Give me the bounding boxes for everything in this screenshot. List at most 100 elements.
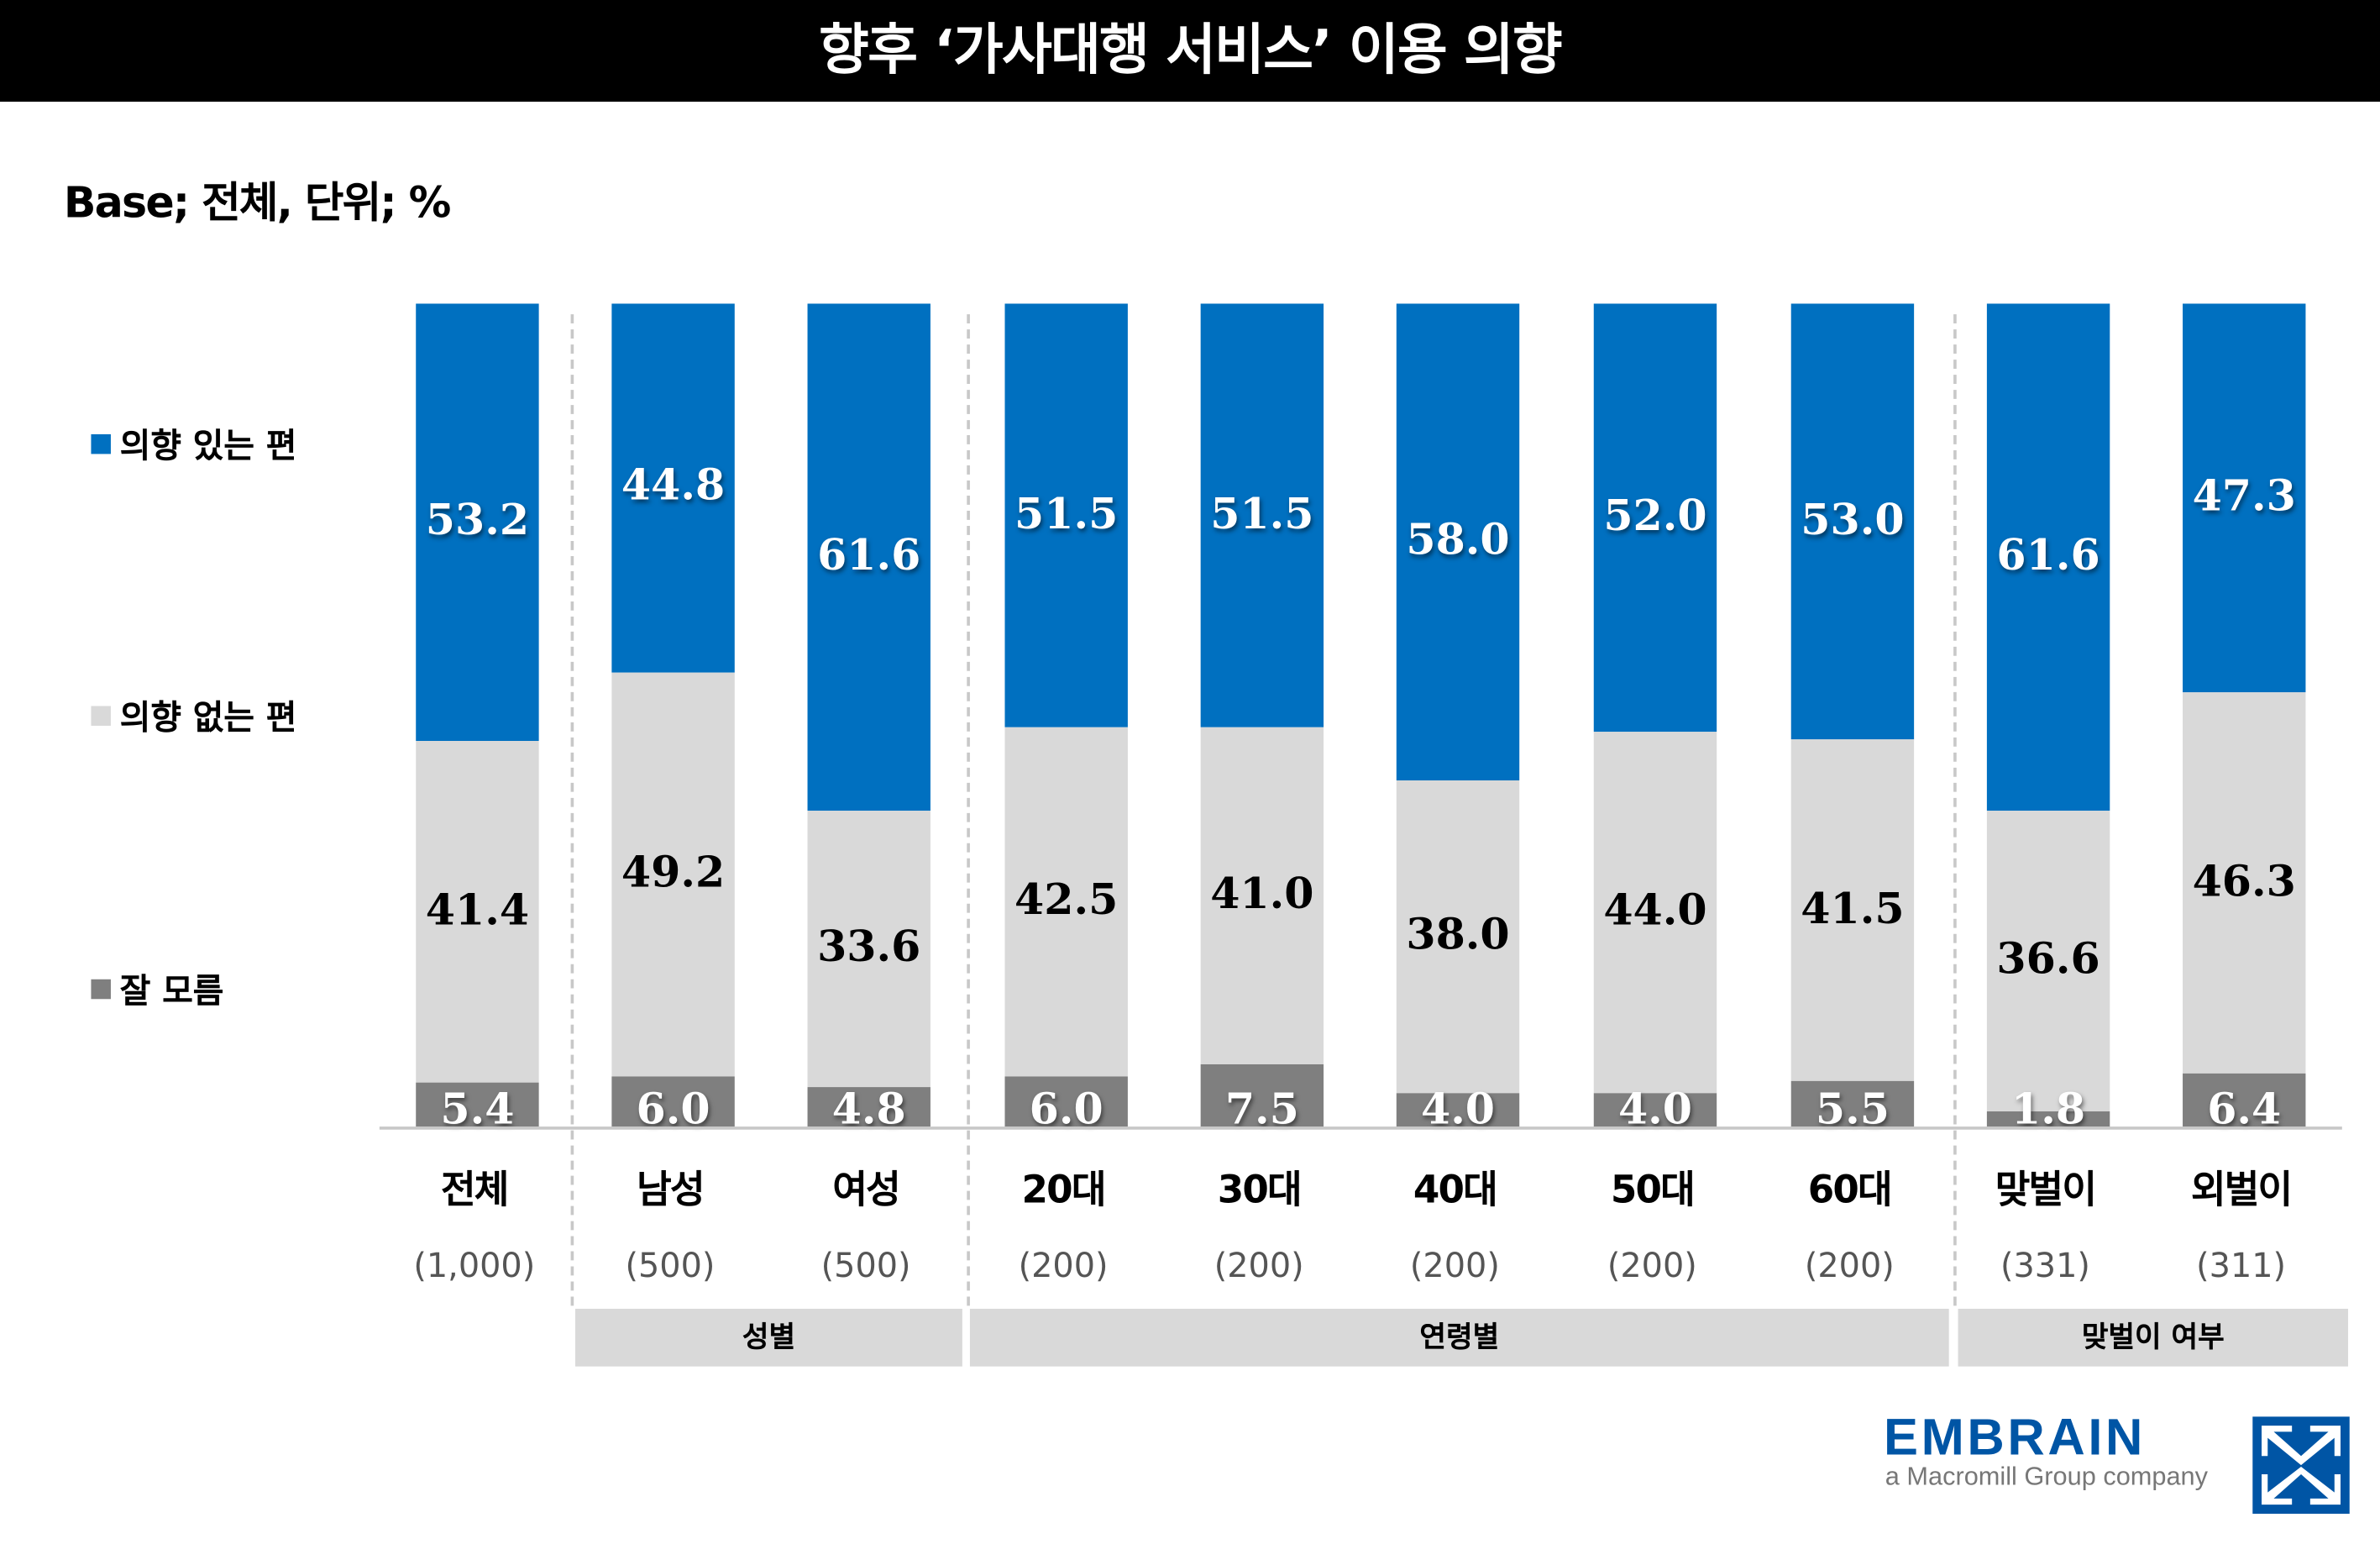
legend-label: 의향 없는 편	[119, 700, 297, 738]
data-label-no-intend: 41.4	[425, 884, 530, 935]
bar-segment-dont-know	[1790, 1081, 1915, 1127]
bar-segment-no-intend	[416, 741, 539, 1083]
embrain-logo-icon	[2252, 1416, 2350, 1514]
sample-count-label: (1,000)	[413, 1247, 536, 1286]
group-label-gender: 성별	[575, 1308, 962, 1367]
category-label: 60대	[1807, 1167, 1893, 1212]
data-label-dont-know: 4.8	[831, 1084, 906, 1135]
category-label: 전체	[441, 1167, 509, 1212]
data-label-intend: 52.0	[1603, 490, 1707, 541]
legend-label: 의향 있는 편	[119, 428, 297, 466]
data-label-dont-know: 4.0	[1420, 1084, 1496, 1135]
bar-segment-intend	[1004, 303, 1128, 727]
data-label-dont-know: 1.8	[2011, 1084, 2086, 1135]
base-note: Base; 전체, 단위; %	[63, 177, 451, 228]
bar-segment-dont-know	[807, 1087, 931, 1127]
sample-count-label: (200)	[1018, 1247, 1109, 1286]
sample-count-label: (500)	[820, 1247, 911, 1286]
bar-segment-dont-know	[416, 1082, 539, 1127]
legend-item-dont-know: 잘 모름	[91, 964, 223, 1013]
bar-segment-dont-know	[1200, 1064, 1324, 1127]
category-label: 20대	[1021, 1167, 1107, 1212]
data-label-no-intend: 42.5	[1014, 874, 1119, 926]
sample-count-label: (200)	[1804, 1247, 1895, 1286]
legend-swatch	[91, 433, 111, 454]
data-label-intend: 51.5	[1014, 488, 1119, 538]
bar-segment-intend	[611, 303, 735, 673]
data-label-intend: 53.2	[425, 495, 530, 546]
bar-segment-intend	[1593, 303, 1717, 732]
sample-count-label: (200)	[1409, 1247, 1500, 1286]
bar-segment-intend	[2183, 303, 2306, 693]
category-label: 30대	[1217, 1167, 1303, 1212]
sample-count-label: (311)	[2196, 1247, 2287, 1286]
data-label-no-intend: 41.5	[1801, 883, 1905, 934]
bar-segment-dont-know	[1396, 1093, 1520, 1127]
data-label-dont-know: 6.0	[636, 1084, 710, 1135]
data-label-no-intend: 38.0	[1406, 910, 1510, 960]
bar-segment-intend	[807, 303, 931, 811]
category-label: 남성	[637, 1167, 705, 1212]
data-label-intend: 61.6	[1996, 529, 2100, 580]
bar-segment-no-intend	[1004, 727, 1128, 1078]
legend-item-intend: 의향 있는 편	[91, 419, 296, 468]
data-label-intend: 53.0	[1801, 494, 1905, 545]
data-label-no-intend: 36.6	[1996, 933, 2100, 985]
sample-count-label: (200)	[1214, 1247, 1304, 1286]
group-separator	[1953, 314, 1957, 1306]
embrain-logo-text: EMBRAIN	[1883, 1409, 2147, 1467]
data-label-no-intend: 33.6	[817, 921, 921, 972]
data-label-intend: 61.6	[817, 529, 921, 580]
data-label-dont-know: 6.4	[2207, 1084, 2282, 1135]
bar-segment-intend	[1396, 303, 1520, 781]
bar-segment-intend	[1790, 303, 1915, 740]
sample-count-label: (200)	[1607, 1247, 1697, 1286]
bar-segment-intend	[1200, 303, 1324, 727]
data-label-intend: 44.8	[621, 460, 726, 512]
data-label-no-intend: 46.3	[2192, 856, 2296, 906]
group-separator	[570, 314, 574, 1306]
group-label-dual-income: 맞벌이 여부	[1958, 1308, 2349, 1367]
bar-segment-no-intend	[1396, 780, 1520, 1094]
category-label: 외벌이	[2190, 1167, 2293, 1212]
sample-count-label: (500)	[625, 1247, 716, 1286]
category-label: 여성	[832, 1167, 900, 1212]
bar-segment-no-intend	[2183, 692, 2306, 1074]
bar-segment-dont-know	[611, 1077, 735, 1127]
data-label-no-intend: 41.0	[1210, 869, 1314, 919]
page-title: 향후 ‘가사대행 서비스’ 이용 의향	[0, 0, 2380, 102]
data-label-dont-know: 6.0	[1029, 1084, 1104, 1135]
data-label-dont-know: 5.5	[1815, 1084, 1890, 1135]
bar-segment-dont-know	[1593, 1093, 1717, 1127]
data-label-no-intend: 44.0	[1603, 885, 1707, 936]
category-label: 맞벌이	[1995, 1167, 2097, 1212]
bar-segment-no-intend	[1593, 731, 1717, 1094]
x-axis-line	[379, 1126, 2342, 1130]
data-label-dont-know: 5.4	[440, 1084, 515, 1135]
category-label: 40대	[1413, 1167, 1498, 1212]
bar-segment-no-intend	[1986, 810, 2110, 1112]
legend-swatch	[91, 978, 111, 999]
bar-segment-no-intend	[1200, 727, 1324, 1065]
data-label-dont-know: 7.5	[1224, 1084, 1299, 1135]
legend-item-no-intend: 의향 없는 편	[91, 691, 296, 739]
data-label-no-intend: 49.2	[621, 847, 726, 898]
category-label: 50대	[1610, 1167, 1696, 1212]
bar-segment-no-intend	[611, 672, 735, 1078]
sample-count-label: (331)	[2000, 1247, 2090, 1286]
data-label-intend: 51.5	[1210, 488, 1314, 538]
group-separator	[967, 314, 970, 1306]
bar-segment-dont-know	[2183, 1074, 2306, 1127]
embrain-logo-tagline: a Macromill Group company	[1885, 1462, 2209, 1491]
bar-segment-dont-know	[1004, 1077, 1128, 1127]
data-label-intend: 58.0	[1406, 515, 1510, 565]
legend-label: 잘 모름	[119, 973, 224, 1011]
bar-segment-no-intend	[1790, 739, 1915, 1082]
bar-segment-no-intend	[807, 810, 931, 1088]
data-label-intend: 47.3	[2192, 470, 2296, 522]
bar-segment-intend	[1986, 303, 2110, 811]
group-label-age: 연령별	[969, 1308, 1949, 1367]
bar-segment-dont-know	[1986, 1111, 2110, 1127]
bar-segment-intend	[416, 303, 539, 742]
